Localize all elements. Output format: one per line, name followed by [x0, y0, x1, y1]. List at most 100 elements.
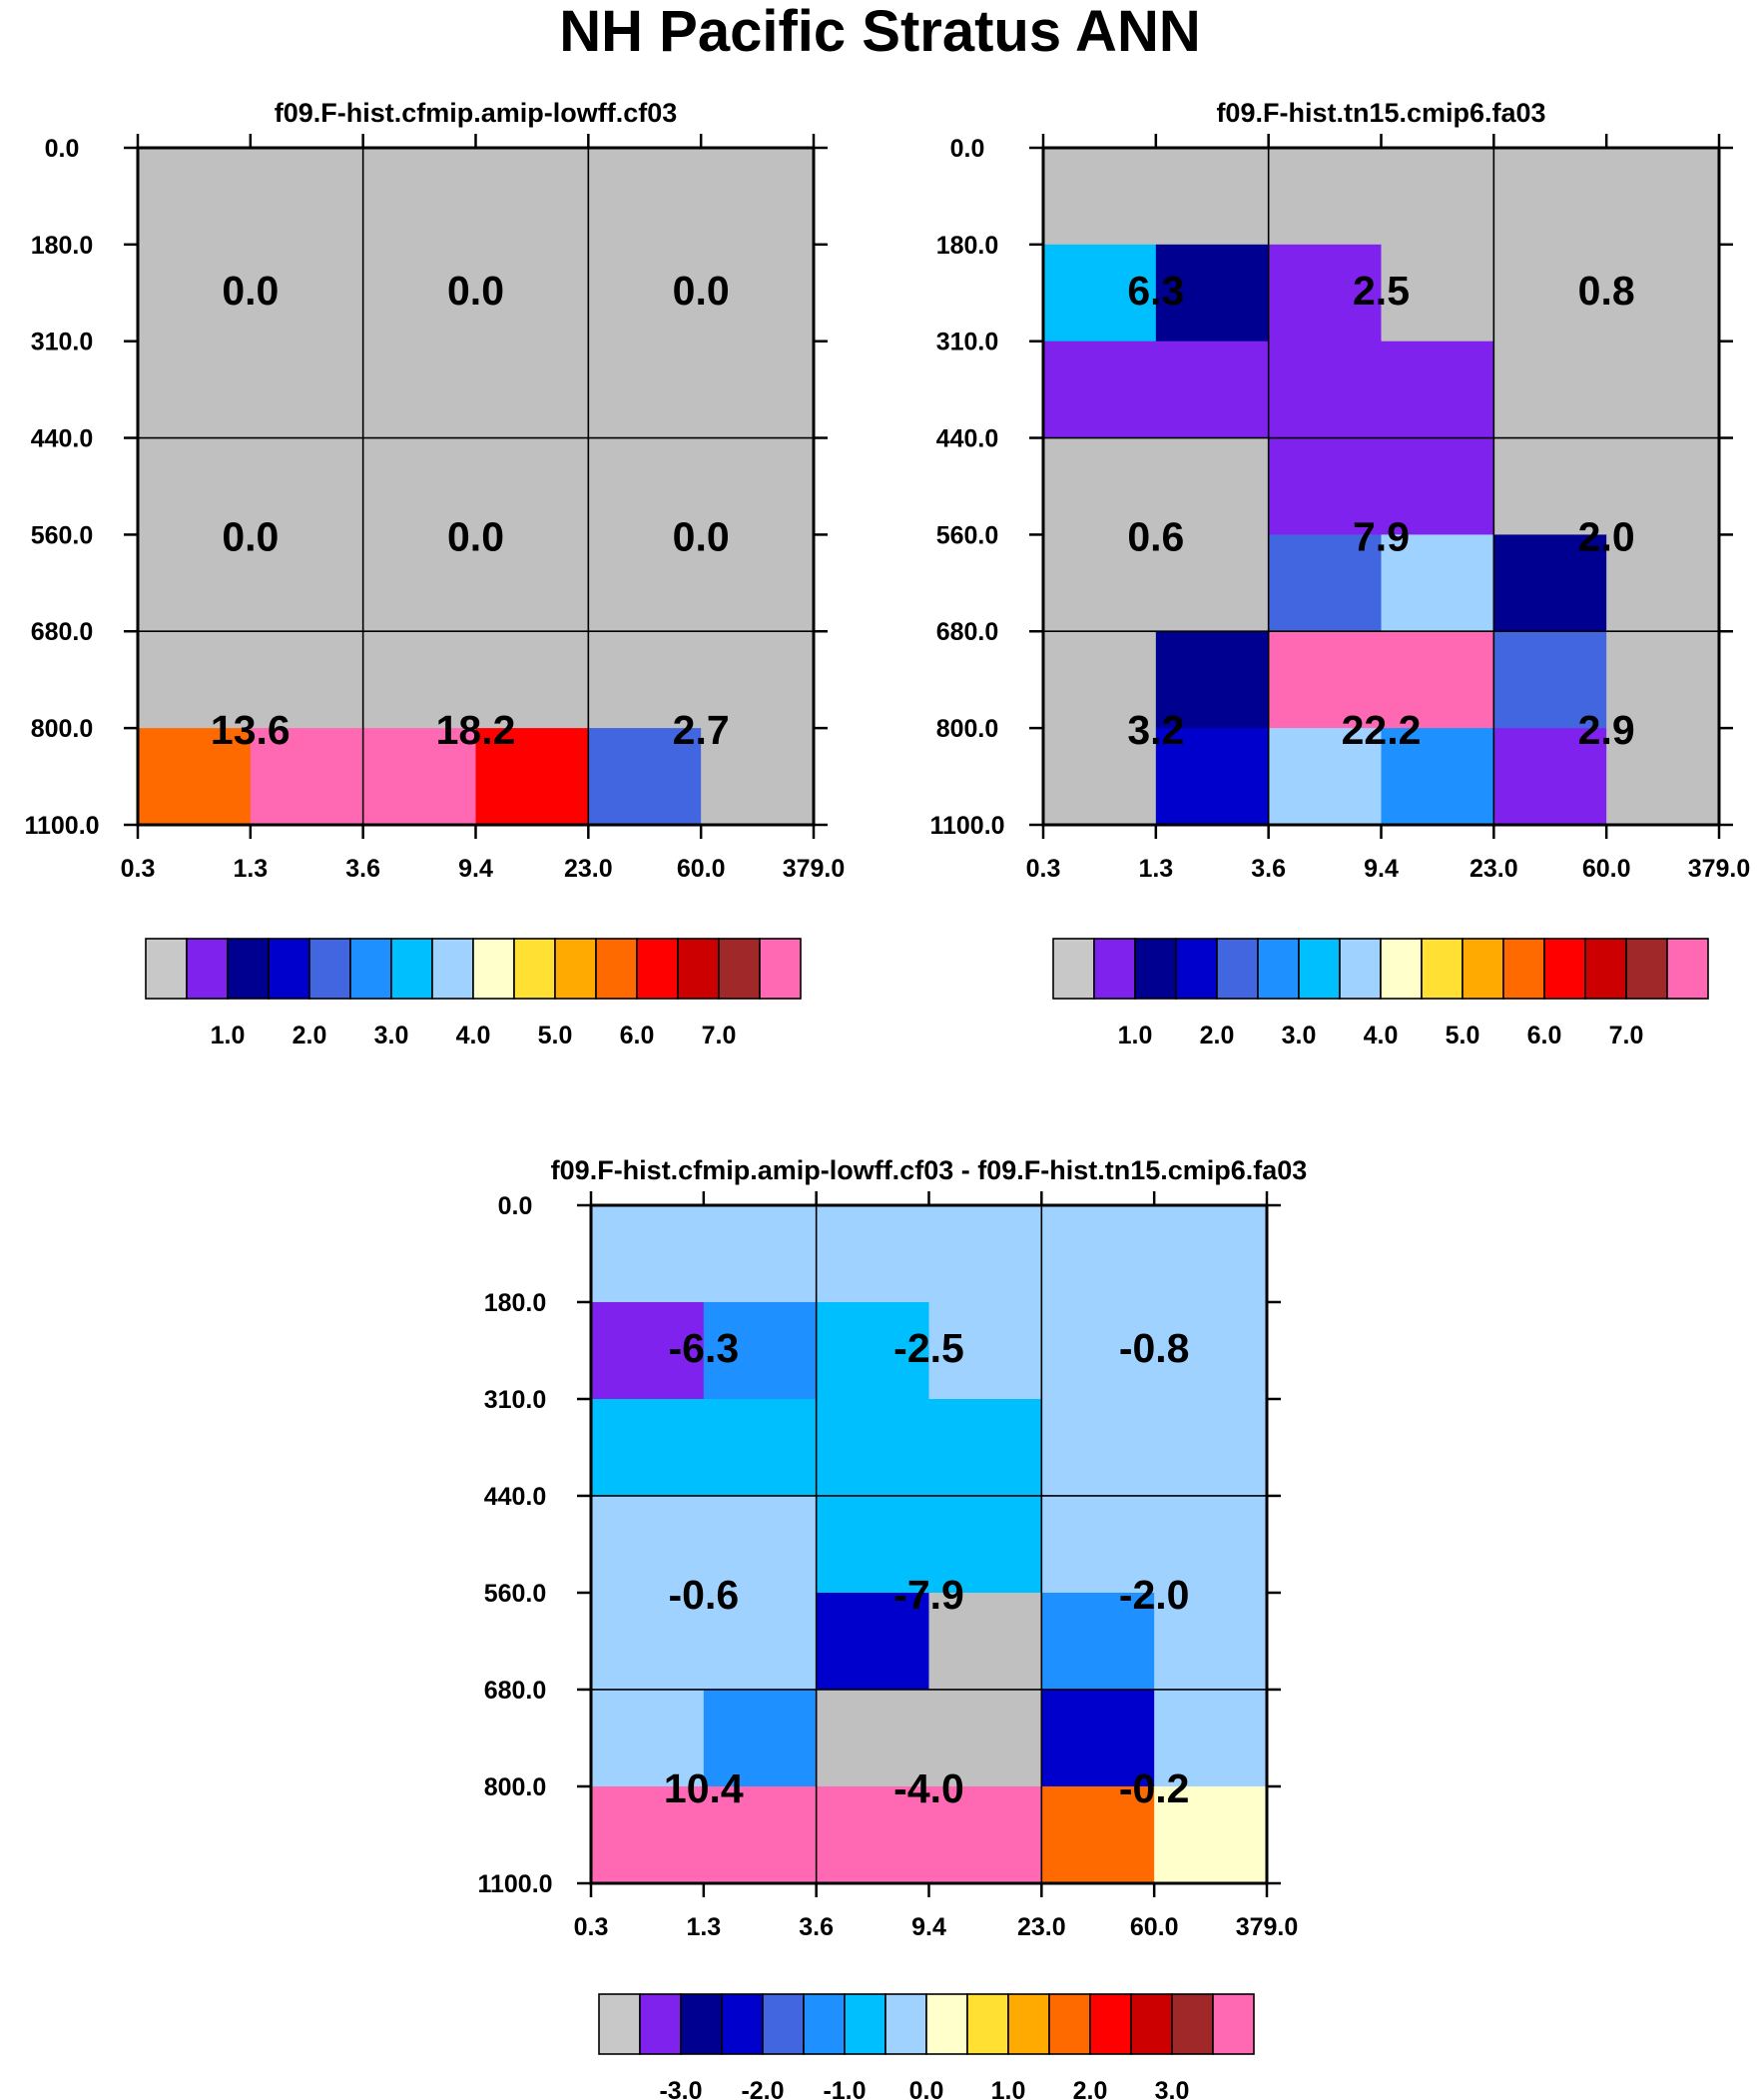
heatmap-cell: [1043, 148, 1157, 246]
y-tick-label: 0.0: [498, 1192, 533, 1220]
colorbar-label: 1.0: [1118, 1022, 1153, 1050]
heatmap-cell: [591, 1398, 705, 1497]
heatmap-cell: [362, 148, 477, 246]
heatmap-cell: [475, 631, 589, 729]
x-tick-label: 9.4: [911, 1913, 946, 1941]
heatmap-cell: [703, 1495, 818, 1594]
box-value: 13.6: [211, 707, 291, 753]
heatmap-cell: [591, 1689, 705, 1787]
heatmap-cell: [701, 148, 815, 246]
x-tick-label: 60.0: [1582, 855, 1631, 883]
panel-title: f09.F-hist.cfmip.amip-lowff.cf03 - f09.F…: [551, 1155, 1308, 1185]
panel-1: f09.F-hist.cfmip.amip-lowff.cf03 0.3 1.3 3.…: [24, 98, 845, 1050]
colorbar-label: 0.0: [909, 2077, 944, 2100]
box-value: 18.2: [436, 707, 516, 753]
y-tick-label: 560.0: [484, 1580, 547, 1608]
colorbar-swatch: [1339, 938, 1382, 1000]
heatmap-cell: [1268, 534, 1383, 632]
box-value: -2.5: [893, 1325, 964, 1371]
heatmap-cell: [1493, 534, 1607, 632]
heatmap-cell: [703, 1592, 818, 1691]
heatmap-cell: [703, 1785, 818, 1884]
colorbar-swatch: [1134, 938, 1177, 1000]
y-tick-label: 1100.0: [24, 812, 99, 840]
heatmap-cell: [1155, 341, 1270, 439]
y-tick-label: 0.0: [45, 135, 80, 163]
heatmap-cell: [816, 1205, 930, 1303]
heatmap-cell: [1043, 631, 1157, 729]
heatmap-cell: [1381, 728, 1494, 826]
colorbar-swatch: [1089, 1993, 1132, 2055]
heatmap-cell: [928, 1495, 1042, 1594]
x-tick-label: 23.0: [1469, 855, 1518, 883]
heatmap-cell: [816, 1592, 930, 1691]
colorbar-label: -2.0: [741, 2077, 784, 2100]
heatmap-cell: [701, 341, 815, 439]
heatmap-cell: [1041, 1592, 1155, 1691]
heatmap-cell: [1154, 1205, 1268, 1303]
x-tick-label: 0.3: [574, 1913, 609, 1941]
heatmap-cell: [1268, 728, 1383, 826]
heatmap-cell: [591, 1495, 705, 1594]
colorbar-label: 5.0: [1446, 1022, 1480, 1050]
heatmap-cell: [1155, 534, 1270, 632]
box-value: 2.5: [1353, 268, 1410, 314]
heatmap-cell: [362, 534, 477, 632]
colorbar-swatch: [1216, 938, 1259, 1000]
heatmap-cell: [475, 728, 589, 826]
colorbar-swatch: [1048, 1993, 1091, 2055]
colorbar-label: 3.0: [374, 1022, 409, 1050]
x-tick-label: 3.6: [1251, 855, 1286, 883]
heatmap-cell: [928, 1301, 1042, 1400]
heatmap-cell: [138, 728, 252, 826]
heatmap-cell: [1155, 244, 1270, 343]
y-tick-label: 310.0: [31, 329, 94, 356]
colorbar-swatch: [803, 1993, 846, 2055]
heatmap-cell: [1606, 341, 1720, 439]
x-tick-label: 9.4: [1364, 855, 1399, 883]
colorbar-swatch: [884, 1993, 927, 2055]
colorbar-label: -3.0: [659, 2077, 702, 2100]
heatmap-cell: [1268, 244, 1383, 343]
colorbar-swatch: [925, 1993, 968, 2055]
colorbar-swatch: [1171, 1993, 1214, 2055]
heatmap-cell: [138, 341, 252, 439]
heatmap-cell: [1155, 148, 1270, 246]
colorbar-label: 3.0: [1155, 2077, 1190, 2100]
heatmap-cell: [928, 1205, 1042, 1303]
heatmap-cell: [816, 1398, 930, 1497]
heatmap-cell: [1493, 437, 1607, 536]
heatmap-cell: [816, 1785, 930, 1884]
colorbar-swatch: [966, 1993, 1009, 2055]
box-value: 7.9: [1353, 513, 1410, 559]
heatmap-cell: [928, 1689, 1042, 1787]
heatmap-cell: [1043, 534, 1157, 632]
box-value: -6.3: [669, 1325, 740, 1371]
y-tick-label: 680.0: [31, 618, 94, 646]
colorbar-swatch: [1666, 938, 1709, 1000]
y-tick-label: 180.0: [936, 232, 999, 260]
heatmap-cell: [703, 1689, 818, 1787]
box-value: 3.2: [1127, 707, 1184, 753]
heatmap-cell: [588, 148, 702, 246]
heatmap-cell: [1606, 148, 1720, 246]
y-tick-label: 440.0: [484, 1483, 547, 1511]
colorbar-swatch: [1093, 938, 1136, 1000]
heatmap-cell: [928, 1592, 1042, 1691]
colorbar-swatch: [639, 1993, 682, 2055]
x-tick-label: 3.6: [799, 1913, 834, 1941]
heatmap-cell: [475, 534, 589, 632]
colorbar-swatch: [268, 938, 310, 1000]
y-tick-label: 800.0: [936, 715, 999, 743]
heatmap-cell: [1154, 1301, 1268, 1400]
heatmap-cell: [1154, 1689, 1268, 1787]
colorbar-swatch: [680, 1993, 723, 2055]
heatmap-cell: [138, 631, 252, 729]
colorbar-swatch: [472, 938, 515, 1000]
y-tick-label: 440.0: [936, 425, 999, 453]
box-value: 0.6: [1127, 513, 1184, 559]
colorbar: -3.0 -2.0 -1.0 0.0 1.0 2.0 3.0: [598, 1993, 1255, 2100]
heatmap-cell: [250, 728, 364, 826]
heatmap-cell: [1041, 1205, 1155, 1303]
heatmap-cell: [1041, 1495, 1155, 1594]
